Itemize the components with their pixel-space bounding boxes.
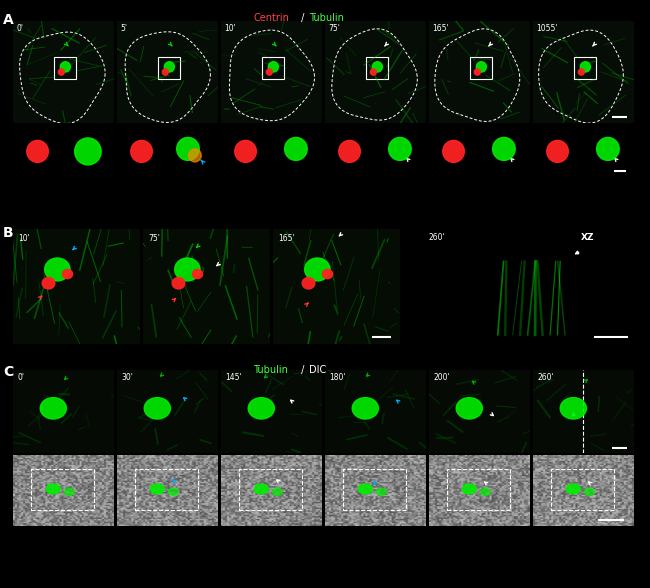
Circle shape xyxy=(372,62,382,72)
Circle shape xyxy=(476,62,486,72)
Text: Tubulin: Tubulin xyxy=(254,365,289,375)
Circle shape xyxy=(144,397,170,419)
Text: 75': 75' xyxy=(148,234,160,243)
Circle shape xyxy=(456,397,482,419)
Circle shape xyxy=(474,69,480,75)
Circle shape xyxy=(175,258,200,281)
Bar xyxy=(31,469,94,510)
Circle shape xyxy=(370,69,376,75)
Circle shape xyxy=(339,141,360,162)
Circle shape xyxy=(42,278,55,289)
Circle shape xyxy=(547,141,568,162)
Circle shape xyxy=(462,484,476,494)
Circle shape xyxy=(168,488,179,495)
Circle shape xyxy=(266,69,272,75)
Circle shape xyxy=(27,141,48,162)
Text: Tubulin: Tubulin xyxy=(309,13,344,23)
Text: 145': 145' xyxy=(225,373,242,382)
Bar xyxy=(447,469,510,510)
Circle shape xyxy=(64,488,75,495)
Text: C: C xyxy=(3,365,14,379)
Text: 260': 260' xyxy=(537,373,554,382)
Circle shape xyxy=(40,397,66,419)
Circle shape xyxy=(352,397,378,419)
Bar xyxy=(343,469,406,510)
Circle shape xyxy=(58,69,64,75)
Text: B: B xyxy=(3,226,14,240)
Text: /: / xyxy=(298,13,307,23)
Circle shape xyxy=(177,138,200,161)
Text: 10': 10' xyxy=(224,24,236,33)
Bar xyxy=(239,469,302,510)
Text: 5': 5' xyxy=(120,24,127,33)
Bar xyxy=(135,469,198,510)
Text: 180': 180' xyxy=(329,373,346,382)
Text: /: / xyxy=(298,365,307,375)
Text: 200': 200' xyxy=(433,373,450,382)
Circle shape xyxy=(358,484,372,494)
Text: 30': 30' xyxy=(121,373,133,382)
Circle shape xyxy=(584,488,595,495)
Bar xyxy=(367,56,389,79)
Circle shape xyxy=(164,62,174,72)
Circle shape xyxy=(45,258,70,281)
Text: A: A xyxy=(3,13,14,27)
Text: Centrin: Centrin xyxy=(254,13,289,23)
Text: 75': 75' xyxy=(328,24,340,33)
Circle shape xyxy=(268,62,278,72)
Text: XZ: XZ xyxy=(580,233,594,242)
Circle shape xyxy=(131,141,152,162)
Bar xyxy=(55,56,77,79)
Circle shape xyxy=(560,397,586,419)
Circle shape xyxy=(389,138,411,161)
Circle shape xyxy=(443,141,464,162)
Circle shape xyxy=(376,488,387,495)
Circle shape xyxy=(60,62,70,72)
Text: 260': 260' xyxy=(428,233,445,242)
Circle shape xyxy=(566,484,580,494)
Circle shape xyxy=(162,69,168,75)
Circle shape xyxy=(254,484,268,494)
Bar xyxy=(159,56,181,79)
Text: 10': 10' xyxy=(18,234,30,243)
Circle shape xyxy=(493,138,515,161)
Circle shape xyxy=(597,138,619,161)
Text: 1055': 1055' xyxy=(536,24,558,33)
Bar xyxy=(575,56,597,79)
Circle shape xyxy=(75,138,101,165)
Circle shape xyxy=(322,269,333,279)
Bar xyxy=(551,469,614,510)
Circle shape xyxy=(235,141,256,162)
Circle shape xyxy=(285,138,307,161)
Circle shape xyxy=(188,149,202,162)
Circle shape xyxy=(172,278,185,289)
Text: 165': 165' xyxy=(278,234,294,243)
Circle shape xyxy=(580,62,590,72)
Circle shape xyxy=(192,269,203,279)
Circle shape xyxy=(248,397,274,419)
Circle shape xyxy=(305,258,330,281)
Bar xyxy=(471,56,493,79)
Circle shape xyxy=(302,278,315,289)
Circle shape xyxy=(150,484,164,494)
Bar xyxy=(263,56,285,79)
Text: DIC: DIC xyxy=(309,365,327,375)
Circle shape xyxy=(272,488,283,495)
Text: 0': 0' xyxy=(16,24,23,33)
Circle shape xyxy=(578,69,584,75)
Circle shape xyxy=(46,484,60,494)
Text: 0': 0' xyxy=(17,373,24,382)
Circle shape xyxy=(62,269,73,279)
Circle shape xyxy=(480,488,491,495)
Text: 165': 165' xyxy=(432,24,448,33)
